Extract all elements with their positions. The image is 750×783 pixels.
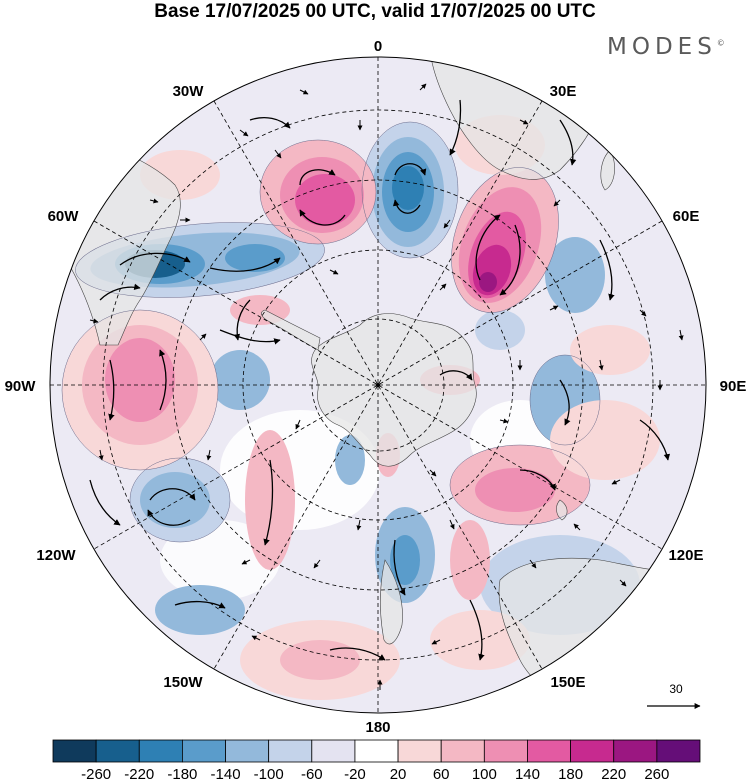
- australia: [498, 557, 706, 713]
- colorbar-tick-label: -260: [81, 766, 111, 783]
- colorbar-tick-label: 220: [601, 766, 626, 783]
- colorbar-swatch: [225, 739, 270, 763]
- negative-anomaly-120w: [130, 458, 230, 542]
- colorbar-tick-label: -20: [344, 766, 366, 783]
- lon-label-180: 180: [365, 719, 390, 736]
- colorbar-tick-label: 60: [433, 766, 450, 783]
- colorbar-tick-label: -140: [211, 766, 241, 783]
- colorbar-swatch: [354, 739, 399, 763]
- map-boundary: [49, 56, 707, 714]
- tasmania: [556, 499, 568, 521]
- lon-label-120w: 120W: [36, 547, 76, 564]
- brand-logo: MODES©: [607, 34, 725, 60]
- colorbar-swatch: [440, 739, 485, 763]
- colorbar-tick-label: -60: [301, 766, 323, 783]
- colorbar-swatch: [52, 739, 97, 763]
- colorbar-swatch: [483, 739, 528, 763]
- colorbar-swatch: [527, 739, 572, 763]
- colorbar-tick-label: 20: [390, 766, 407, 783]
- colorbar-tick-label: 140: [515, 766, 540, 783]
- streamlines: [89, 99, 671, 666]
- lon-label-60e: 60E: [673, 208, 700, 225]
- positive-anomaly-45w: [260, 140, 376, 244]
- lon-label-30e: 30E: [550, 83, 577, 100]
- positive-anomaly-90w: [62, 310, 218, 470]
- colorbar-swatch: [138, 739, 183, 763]
- colorbar-swatch: [181, 739, 226, 763]
- colorbar-swatch: [397, 739, 442, 763]
- negative-anomaly-140w: [155, 585, 245, 635]
- wind-arrows: [89, 83, 684, 690]
- colorbar-swatch: [311, 739, 356, 763]
- colorbar-tick-label: 180: [558, 766, 583, 783]
- reference-vector: 30: [647, 682, 701, 709]
- colorbar-swatch: [656, 739, 701, 763]
- colorbar-tick-label: 260: [644, 766, 669, 783]
- negative-anomaly-60e: [545, 237, 605, 313]
- lon-label-120e: 120E: [668, 547, 703, 564]
- lon-label-150w: 150W: [163, 674, 203, 691]
- lon-label-30w: 30W: [173, 83, 205, 100]
- map-disc: [50, 57, 706, 713]
- lon-label-90w: 90W: [5, 378, 37, 395]
- lon-label-0: 0: [374, 38, 382, 55]
- colorbar-swatch: [95, 739, 140, 763]
- antarctic-peninsula: [261, 309, 321, 351]
- lon-label-90e: 90E: [720, 378, 747, 395]
- longitude-labels: 0 30E 60E 90E 120E 150E 180 150W 120W 90…: [5, 38, 747, 736]
- map-title: Base 17/07/2025 00 UTC, valid 17/07/2025…: [154, 1, 596, 22]
- colorbar-tick-label: -100: [254, 766, 284, 783]
- colorbar-tick-label: 100: [472, 766, 497, 783]
- colorbar-swatch: [570, 739, 615, 763]
- lon-label-60w: 60W: [48, 208, 80, 225]
- lon-label-150e: 150E: [550, 674, 585, 691]
- brand-name: MODES: [607, 34, 717, 60]
- colorbar: -260 -220 -180 -140 -100 -60 -20 20 60 100 140 180 2…: [52, 739, 701, 783]
- south-pole-marker: [376, 383, 380, 387]
- graticule: [50, 57, 706, 713]
- colorbar-swatch: [268, 739, 313, 763]
- reference-vector-label: 30: [669, 682, 683, 696]
- colorbar-swatch: [613, 739, 658, 763]
- negative-anomaly-30w: [362, 122, 458, 258]
- colorbar-tick-label: -180: [167, 766, 197, 783]
- contour-lines: [61, 121, 601, 543]
- madagascar: [600, 149, 615, 191]
- negative-anomaly-80w: [210, 350, 270, 410]
- brand-mark: ©: [716, 38, 725, 48]
- colorbar-tick-label: -220: [124, 766, 154, 783]
